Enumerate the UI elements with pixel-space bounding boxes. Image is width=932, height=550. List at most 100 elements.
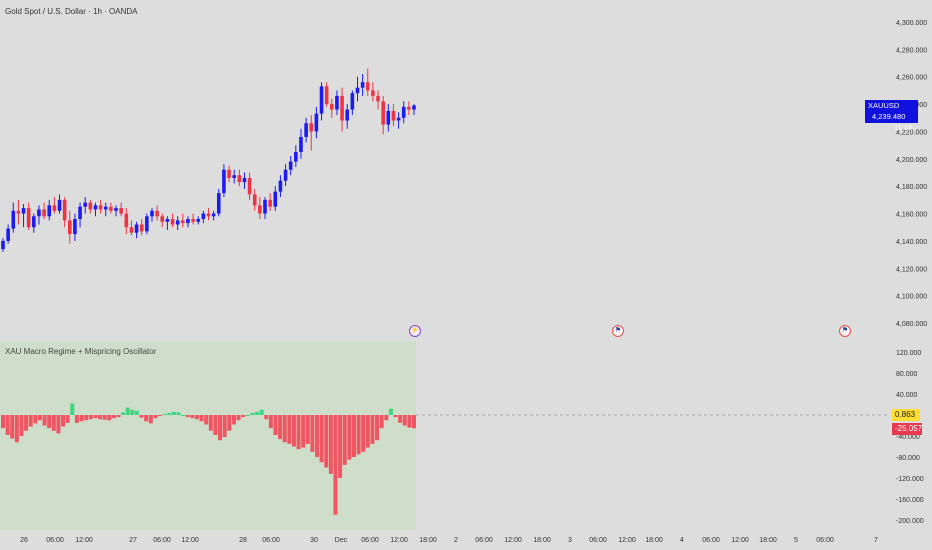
candle-body [330, 104, 334, 110]
candle-body [407, 106, 411, 110]
us-flag-event-icon[interactable]: ⚑ [839, 325, 851, 337]
time-tick-label: Dec [335, 537, 348, 544]
oscillator-bar [107, 415, 112, 421]
time-tick-label: 27 [129, 537, 137, 544]
oscillator-bar [144, 415, 149, 422]
oscillator-bar [254, 411, 259, 415]
candle-body [37, 209, 41, 217]
price-tick-label: 4,120.000 [896, 266, 927, 273]
candle-body [268, 199, 272, 207]
price-tick-label: 4,100.000 [896, 294, 927, 301]
oscillator-bar [162, 413, 167, 415]
candle-body [371, 90, 375, 96]
price-tag-countdown: 11:18 [894, 123, 913, 132]
candle-body [335, 95, 339, 110]
oscillator-bar [273, 415, 278, 435]
oscillator-bar [375, 415, 380, 441]
time-tick-label: 06:00 [589, 537, 607, 544]
candle-body [386, 110, 391, 125]
candle-body [273, 191, 278, 207]
oscillator-bar [116, 415, 121, 418]
time-tick-label: 12:00 [75, 537, 93, 544]
oscillator-bar [296, 415, 301, 450]
candle-body [222, 169, 226, 194]
oscillator-bar [61, 415, 66, 427]
candle-body [93, 205, 98, 210]
oscillator-bar [412, 415, 416, 429]
candle-body [319, 86, 324, 114]
price-tick-label: 4,280.000 [896, 47, 927, 54]
oscillator-bar [268, 415, 273, 429]
candle-body [294, 151, 298, 162]
time-tick-label: 18:00 [759, 537, 777, 544]
price-tick-label: 4,300.000 [896, 20, 927, 27]
price-tick-label: 4,180.000 [896, 184, 927, 191]
chart-title: Gold Spot / U.S. Dollar · 1h · OANDA [5, 7, 138, 16]
oscillator-bar [305, 415, 310, 444]
candle-body [314, 113, 319, 132]
oscillator-bar [176, 412, 181, 415]
price-tag-symbol-text: XAUUSD [868, 101, 900, 110]
price-tick-label: 4,080.000 [896, 321, 927, 328]
oscillator-bar [158, 415, 163, 417]
oscillator-bar [5, 415, 10, 435]
candle-body [278, 180, 283, 192]
us-flag-event-icon[interactable]: ⚑ [612, 325, 624, 337]
price-tag-symbol: XAUUSD 4,239.480 [868, 100, 918, 122]
price-tag: XAUUSD 4,239.480 11:18 [865, 100, 918, 132]
price-tick-label: 4,200.000 [896, 157, 927, 164]
oscillator-bar [282, 415, 287, 443]
candle-body [26, 208, 31, 228]
oscillator-bar [181, 415, 186, 416]
oscillator-bar [264, 415, 269, 420]
candle-body [196, 219, 201, 222]
time-tick-label: 06:00 [46, 537, 64, 544]
time-tick-label: 4 [680, 537, 684, 544]
candle-body [381, 101, 385, 125]
oscillator-bar [153, 415, 158, 419]
oscillator-bar [139, 415, 144, 418]
candle-body [237, 175, 242, 183]
time-tick-label: 12:00 [618, 537, 636, 544]
oscillator-bar [310, 415, 315, 452]
oscillator-bar [213, 415, 218, 435]
oscillator-bar [287, 415, 292, 444]
candle-body [350, 93, 355, 110]
candle-body [170, 219, 175, 225]
candle-body [124, 213, 129, 228]
oscillator-bar [194, 415, 199, 420]
oscillator-tick-label: -200.000 [896, 518, 924, 525]
time-tick-label: 06:00 [475, 537, 493, 544]
oscillator-bar [407, 415, 412, 428]
oscillator-tick-label: 80.000 [896, 371, 918, 378]
candle-body [412, 105, 416, 110]
oscillator-bar [218, 415, 223, 441]
oscillator-tick-label: 120.000 [896, 350, 921, 357]
candle-body [134, 224, 139, 233]
oscillator-bar [56, 415, 61, 434]
time-tick-label: 06:00 [702, 537, 720, 544]
candle-body [211, 213, 216, 217]
price-tick-label: 4,260.000 [896, 75, 927, 82]
candle-body [11, 210, 16, 229]
time-tick-label: 06:00 [262, 537, 280, 544]
candle-body [78, 206, 82, 220]
oscillator-bar [51, 415, 56, 431]
candle-body [42, 209, 46, 217]
candle-body [345, 109, 350, 121]
candle-body [73, 219, 77, 235]
time-tick-label: 06:00 [816, 537, 834, 544]
oscillator-bar [171, 411, 176, 415]
oscillator-bar [148, 415, 153, 424]
oscillator-bar [208, 415, 213, 431]
candle-body [391, 110, 396, 121]
time-tick-label: 06:00 [153, 537, 171, 544]
candle-body [114, 208, 118, 211]
oscillator-bar [402, 415, 407, 426]
lightning-event-icon[interactable]: ⚡ [409, 325, 421, 337]
oscillator-bar [74, 415, 79, 423]
candle-body [145, 216, 149, 232]
time-tick-label: 18:00 [419, 537, 437, 544]
candle-body [119, 208, 123, 214]
